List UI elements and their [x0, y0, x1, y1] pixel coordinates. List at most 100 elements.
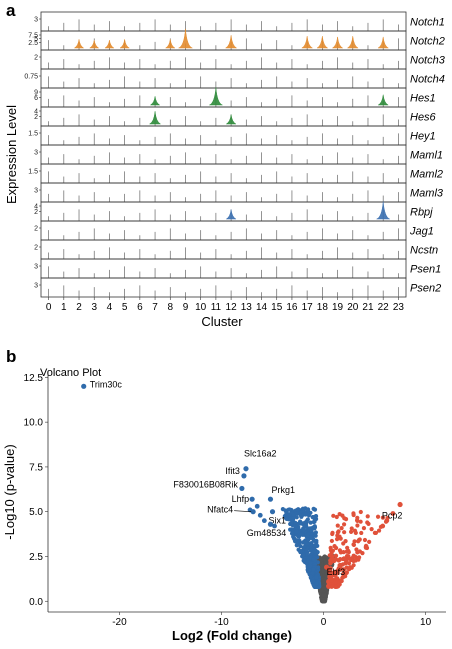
- volcano-point-prkg1: [267, 496, 274, 502]
- volcano-point-down: [305, 508, 311, 513]
- volcano-point-up: [341, 572, 346, 577]
- volcano-point-down: [300, 506, 306, 511]
- y-tick-label: 2: [34, 114, 38, 121]
- violin-rows: Notch1 3 Notch2 7.552.5 Notch3 2 Notch4 0.75 Hes…: [24, 11, 446, 298]
- volcano-point-up: [335, 533, 340, 538]
- gene-label: Notch1: [410, 16, 445, 28]
- volcano-point-down: [302, 523, 307, 528]
- volcano-point-down: [296, 534, 301, 539]
- violin-notch2-cluster-8: [165, 39, 176, 49]
- volcano-point-ns: [323, 560, 328, 565]
- volcano-point-up: [353, 558, 358, 563]
- volcano-point-down: [304, 548, 309, 553]
- volcano-point-up: [328, 566, 333, 571]
- volcano-point-up: [332, 558, 337, 564]
- volcano-point-up: [362, 537, 368, 543]
- volcano-point-six1: [269, 509, 276, 515]
- volcano-point-up: [333, 553, 339, 558]
- violin-hes1-cluster-11: [209, 87, 223, 106]
- volcano-point-down: [301, 558, 306, 563]
- volcano-point-nfatc4: [250, 509, 256, 515]
- volcano-point-up: [380, 523, 386, 529]
- volcano-point-up: [349, 526, 354, 531]
- volcano-point-up: [345, 545, 350, 550]
- violin-hes6-cluster-12: [226, 114, 237, 125]
- violin-hes1-cluster-22: [378, 94, 389, 106]
- volcano-point-up: [334, 514, 339, 520]
- x-tick-label: 9: [183, 302, 189, 313]
- volcano-point-down: [298, 544, 303, 549]
- volcano-point-down: [298, 549, 303, 554]
- volcano-title: Volcano Plot: [40, 367, 101, 379]
- volcano-point-down: [289, 531, 295, 536]
- y-tick-label: 6: [34, 95, 38, 102]
- volcano-point-up: [341, 550, 346, 555]
- volcano-point-up: [329, 578, 334, 583]
- volcano-point-down: [283, 508, 288, 513]
- volcano-point-down: [312, 507, 318, 512]
- x-tick-label: 3: [91, 302, 97, 313]
- volcano-point-down: [312, 525, 317, 530]
- gene-label: Maml1: [410, 149, 443, 161]
- volcano-point-label: F830016B08Rik: [173, 479, 238, 489]
- violin-row-frame: [40, 87, 407, 108]
- violin-row-hes6: Hes6 42: [34, 106, 437, 127]
- violin-notch2-cluster-9: [178, 28, 193, 49]
- x-tick-label: 18: [317, 302, 329, 313]
- volcano-point-up: [346, 554, 351, 559]
- volcano-point-down: [294, 543, 299, 548]
- volcano-point-down: [287, 507, 292, 512]
- x-tick-label: 14: [256, 302, 268, 313]
- violin-x-ticks: 0 1 2 3 4 5 6 7 8 9 10 11 12 13 14 15 16 17 18 19 20 21 22 23: [46, 297, 404, 313]
- violin-notch2-cluster-3: [88, 40, 100, 49]
- volcano-point-down: [301, 540, 306, 545]
- volcano-point-up: [340, 575, 345, 580]
- volcano-point-down: [257, 512, 263, 518]
- volcano-point-pcp2: [397, 501, 403, 508]
- volcano-point-up: [375, 514, 381, 519]
- y-tick-label: 9: [34, 90, 38, 97]
- y-tick-label: 3: [34, 17, 38, 24]
- y-tick-label: 2.5: [28, 40, 38, 47]
- violin-row-frame: [40, 220, 407, 241]
- violin-notch2-cluster-17: [301, 36, 313, 49]
- volcano-point-up: [337, 557, 342, 562]
- violin-row-frame: [40, 201, 407, 222]
- y-tick-label: 2: [34, 55, 38, 62]
- volcano-point-up: [360, 551, 365, 556]
- volcano-point-label: Ebf3: [327, 567, 346, 577]
- volcano-point-down: [310, 570, 315, 576]
- volcano-point-down: [308, 535, 313, 540]
- y-tick-label: 2: [34, 209, 38, 216]
- volcano-point-ifit3: [241, 473, 247, 479]
- x-tick-label: 7: [152, 302, 158, 313]
- gene-label: Maml2: [410, 168, 443, 180]
- gene-label: Hes1: [410, 92, 436, 104]
- volcano-point-down: [301, 527, 306, 532]
- volcano-point-down: [306, 568, 312, 573]
- volcano-point-slc16a2: [243, 466, 249, 472]
- volcano-point-up: [339, 526, 344, 531]
- volcano-point-up: [344, 570, 349, 575]
- violin-row-maml2: Maml2 1.5: [28, 163, 443, 184]
- x-tick-label: 12: [226, 302, 238, 313]
- panel-label-a: a: [6, 1, 16, 20]
- volcano-point-up: [346, 549, 351, 555]
- volcano-point-up: [365, 514, 370, 519]
- volcano-point-up: [341, 567, 347, 572]
- gene-label: Psen2: [410, 282, 441, 294]
- volcano-point-up: [353, 554, 358, 560]
- violin-row-notch4: Notch4 0.75: [24, 68, 445, 89]
- volcano-point-ebf3: [324, 564, 330, 570]
- gene-label: Ncstn: [410, 244, 438, 256]
- volcano-point-up: [380, 515, 385, 520]
- volcano-point-up: [354, 547, 359, 552]
- volcano-x-tick-label: -10: [214, 617, 229, 628]
- volcano-point-down: [305, 541, 310, 547]
- violin-row-hes1: Hes1 96: [34, 87, 436, 108]
- volcano-point-down: [284, 516, 289, 522]
- volcano-point-up: [328, 561, 333, 566]
- volcano-point-up: [335, 568, 340, 573]
- gene-label: Notch3: [410, 54, 446, 66]
